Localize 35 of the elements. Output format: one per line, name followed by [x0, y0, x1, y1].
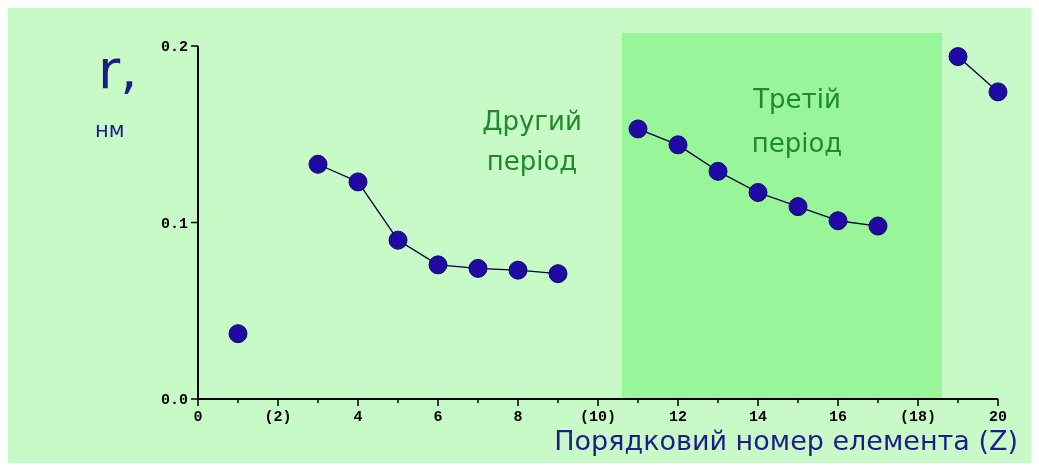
point	[348, 172, 368, 192]
y-axis-title: r, нм	[95, 38, 138, 142]
point	[548, 264, 568, 284]
x-tick-label: (10)	[579, 409, 617, 426]
y-tick-label: 0.0	[160, 392, 188, 409]
point	[868, 216, 888, 236]
point	[988, 82, 1008, 102]
point	[508, 260, 528, 280]
x-tick-label: (18)	[899, 409, 937, 426]
point	[228, 324, 248, 344]
point	[748, 183, 768, 202]
point	[788, 197, 808, 217]
x-tick-label: 20	[988, 409, 1008, 426]
point	[668, 135, 688, 155]
point	[468, 258, 488, 278]
x-tick-label: 0	[193, 409, 203, 426]
x-tick-label: 12	[668, 409, 688, 426]
y-tick-label: 0.1	[160, 215, 188, 233]
x-axis-title: Порядковий номер елемента (Z)	[554, 425, 1018, 456]
x-tick-label: 6	[433, 409, 443, 426]
y-tick-label: 0.2	[160, 39, 188, 56]
point	[308, 154, 328, 174]
point	[628, 119, 648, 139]
x-tick-label: 4	[353, 409, 363, 426]
point	[708, 161, 728, 181]
annotation: Другий період	[482, 106, 582, 176]
x-tick-label: 8	[513, 409, 523, 426]
point	[388, 230, 408, 250]
point	[828, 211, 848, 231]
point	[428, 255, 448, 275]
x-tick-label: 14	[748, 409, 768, 426]
band-label: Третій період	[751, 84, 843, 158]
x-tick-label: (2)	[264, 409, 292, 426]
x-tick-label: 16	[828, 409, 848, 426]
point	[948, 47, 968, 67]
